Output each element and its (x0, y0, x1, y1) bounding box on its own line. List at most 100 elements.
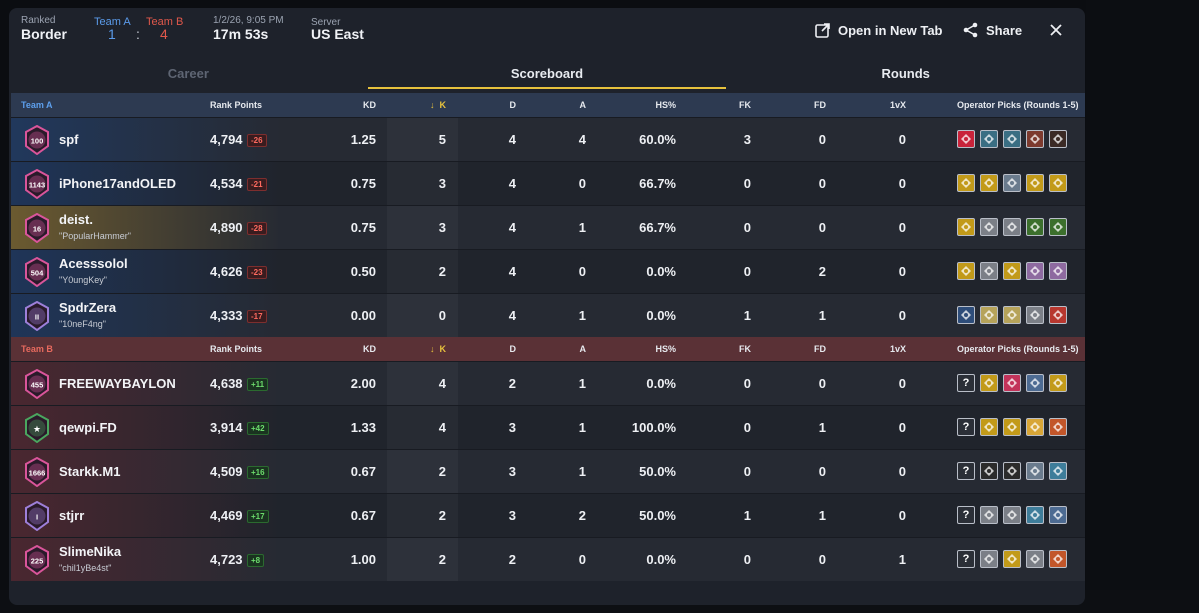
sorted-column-highlight (387, 494, 458, 537)
player-name[interactable]: FREEWAYBAYLON (59, 376, 176, 391)
stat-kd: 0.67 (350, 508, 376, 523)
operator-icon[interactable] (957, 306, 975, 324)
open-in-new-tab-button[interactable]: Open in New Tab (815, 20, 943, 40)
tab-career[interactable]: Career (167, 66, 209, 81)
d-header[interactable]: D (509, 100, 517, 110)
fd-header[interactable]: FD (814, 100, 826, 110)
player-name[interactable]: Starkk.M1 (59, 464, 121, 479)
unknown-operator-icon[interactable]: ? (957, 506, 975, 524)
player-row[interactable]: 1666 Starkk.M1 4,509 +16 0.67 2 3 1 50.0% 0 0 0? (11, 449, 1085, 493)
close-button[interactable] (1050, 20, 1062, 40)
operator-icon[interactable] (1026, 262, 1044, 280)
operator-icon[interactable] (1026, 218, 1044, 236)
hs-header[interactable]: HS% (655, 344, 676, 354)
operator-icon[interactable] (1049, 550, 1067, 568)
operator-icon[interactable] (1003, 130, 1021, 148)
operator-icon[interactable] (1003, 550, 1021, 568)
operator-icon[interactable] (1003, 174, 1021, 192)
operator-icon[interactable] (1049, 418, 1067, 436)
match-datetime: 1/2/26, 9:05 PM (213, 15, 284, 26)
tab-scoreboard[interactable]: Scoreboard (367, 61, 727, 92)
operator-icon[interactable] (1049, 506, 1067, 524)
player-name[interactable]: qewpi.FD (59, 420, 117, 435)
operator-icon[interactable] (980, 218, 998, 236)
operator-icon[interactable] (1049, 374, 1067, 392)
vx-header[interactable]: 1vX (889, 100, 906, 110)
operator-icon[interactable] (980, 130, 998, 148)
ops-header[interactable]: Operator Picks (Rounds 1-5) (957, 344, 1079, 354)
tab-rounds[interactable]: Rounds (881, 66, 930, 81)
player-name[interactable]: SpdrZera (59, 300, 117, 315)
share-button[interactable]: Share (963, 20, 1022, 40)
player-name[interactable]: spf (59, 132, 79, 147)
sorted-column-highlight (387, 206, 458, 249)
operator-icon[interactable] (980, 306, 998, 324)
operator-icon[interactable] (1049, 174, 1067, 192)
operator-icon[interactable] (1003, 462, 1021, 480)
operator-icon[interactable] (1049, 462, 1067, 480)
operator-icon[interactable] (957, 218, 975, 236)
player-name[interactable]: iPhone17andOLED (59, 176, 177, 191)
operator-icon[interactable] (1026, 418, 1044, 436)
player-row[interactable]: 504 Acesssolol "Y0ungKey" 4,626 -23 0.50 2 4 0 0.… (11, 249, 1085, 293)
operator-icon[interactable] (957, 130, 975, 148)
hs-header[interactable]: HS% (655, 100, 676, 110)
operator-icon[interactable] (980, 262, 998, 280)
d-header[interactable]: D (509, 344, 517, 354)
operator-icon[interactable] (1003, 418, 1021, 436)
player-name[interactable]: deist. (59, 212, 93, 227)
operator-icon[interactable] (980, 550, 998, 568)
operator-icon[interactable] (980, 174, 998, 192)
operator-icon[interactable] (957, 174, 975, 192)
operator-icon[interactable] (1026, 506, 1044, 524)
fk-header[interactable]: FK (739, 344, 751, 354)
rank-points-header[interactable]: Rank Points (210, 344, 263, 354)
ops-header[interactable]: Operator Picks (Rounds 1-5) (957, 100, 1079, 110)
kd-header[interactable]: KD (363, 344, 376, 354)
operator-icon[interactable] (1026, 462, 1044, 480)
operator-icon[interactable] (1049, 262, 1067, 280)
player-name[interactable]: SlimeNika (59, 544, 122, 559)
rank-points-header[interactable]: Rank Points (210, 100, 263, 110)
player-row[interactable]: 225 SlimeNika "chil1yBe4st" 4,723 +8 1.00 2 2 0 0… (11, 537, 1085, 581)
k-header-sorted[interactable]: ↓ K (430, 100, 446, 110)
operator-icon[interactable] (980, 462, 998, 480)
operator-icon[interactable] (1003, 306, 1021, 324)
operator-icon[interactable] (1026, 550, 1044, 568)
player-row[interactable]: 16 deist. "PopularHammer" 4,890 -28 0.75 3 4 1 66… (11, 205, 1085, 249)
unknown-operator-icon[interactable]: ? (957, 418, 975, 436)
unknown-operator-icon[interactable]: ? (957, 462, 975, 480)
operator-icon[interactable] (1003, 374, 1021, 392)
unknown-operator-icon[interactable]: ? (957, 374, 975, 392)
operator-icon[interactable] (980, 506, 998, 524)
operator-icon[interactable] (1026, 306, 1044, 324)
player-row[interactable]: II SpdrZera "10neF4ng" 4,333 -17 0.00 0 4 1 0.0% 1… (11, 293, 1085, 337)
kd-header[interactable]: KD (363, 100, 376, 110)
player-row[interactable]: 455 FREEWAYBAYLON 4,638 +11 2.00 4 2 1 0.0% 0 0 0? (11, 361, 1085, 405)
operator-icon[interactable] (1003, 506, 1021, 524)
player-row[interactable]: 1143 iPhone17andOLED 4,534 -21 0.75 3 4 0 66.7% 0… (11, 161, 1085, 205)
vx-header[interactable]: 1vX (889, 344, 906, 354)
operator-icon[interactable] (1026, 174, 1044, 192)
fd-header[interactable]: FD (814, 344, 826, 354)
a-header[interactable]: A (579, 100, 587, 110)
operator-icon[interactable] (980, 374, 998, 392)
player-row[interactable]: ★ qewpi.FD 3,914 +42 1.33 4 3 1 100.0% 0 1 0? (11, 405, 1085, 449)
player-name[interactable]: stjrr (59, 508, 85, 523)
operator-icon[interactable] (1049, 130, 1067, 148)
operator-icon[interactable] (1026, 374, 1044, 392)
fk-header[interactable]: FK (739, 100, 751, 110)
a-header[interactable]: A (579, 344, 587, 354)
player-row[interactable]: 100 spf 4,794 -26 1.25 5 4 4 60.0% 3 0 0 (11, 117, 1085, 161)
operator-icon[interactable] (957, 262, 975, 280)
operator-icon[interactable] (1026, 130, 1044, 148)
operator-icon[interactable] (1049, 306, 1067, 324)
operator-icon[interactable] (1049, 218, 1067, 236)
operator-icon[interactable] (1003, 218, 1021, 236)
unknown-operator-icon[interactable]: ? (957, 550, 975, 568)
operator-icon[interactable] (980, 418, 998, 436)
operator-icon[interactable] (1003, 262, 1021, 280)
k-header-sorted[interactable]: ↓ K (430, 344, 446, 354)
player-name[interactable]: Acesssolol (59, 256, 128, 271)
